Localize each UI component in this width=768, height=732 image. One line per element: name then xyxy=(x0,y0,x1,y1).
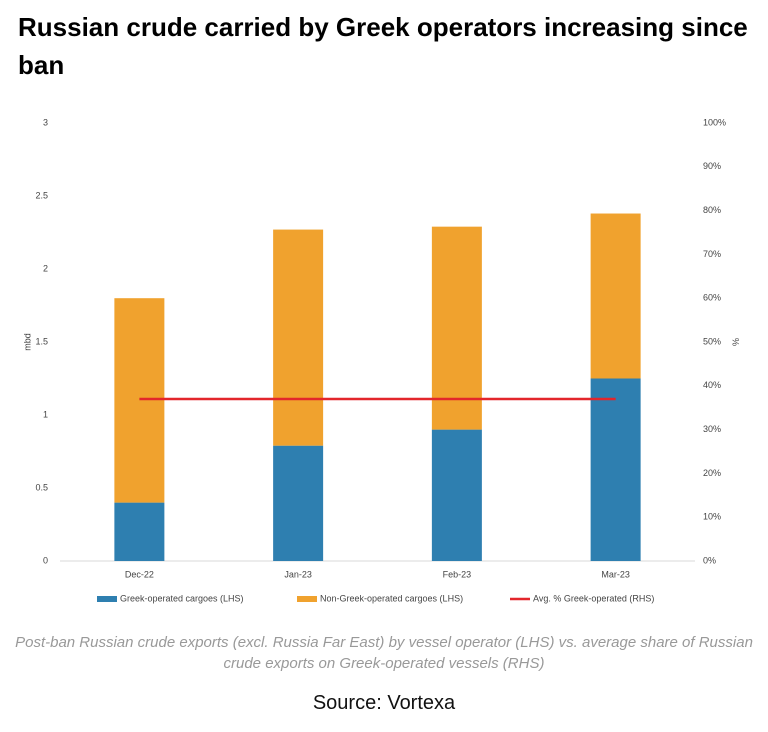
y2-tick-label: 60% xyxy=(703,293,721,303)
x-tick-label: Feb-23 xyxy=(443,569,472,579)
y2-axis-label: % xyxy=(731,338,741,346)
bar-segment xyxy=(273,229,324,446)
y-tick-label: 0.5 xyxy=(35,482,48,492)
x-tick-label: Jan-23 xyxy=(284,569,312,579)
y-tick-label: 0 xyxy=(43,555,48,565)
caption: Post-ban Russian crude exports (excl. Ru… xyxy=(15,634,753,672)
y2-tick-label: 80% xyxy=(703,205,721,215)
x-tick-label: Dec-22 xyxy=(125,569,154,579)
y-tick-label: 3 xyxy=(43,117,48,127)
y2-tick-label: 0% xyxy=(703,555,716,565)
legend-swatch xyxy=(297,596,317,602)
legend-label: Avg. % Greek-operated (RHS) xyxy=(533,593,654,603)
bar-segment xyxy=(114,502,165,561)
y-tick-label: 1.5 xyxy=(35,336,48,346)
y2-tick-label: 10% xyxy=(703,512,721,522)
bar-segment xyxy=(431,226,482,430)
y2-tick-label: 20% xyxy=(703,468,721,478)
y2-tick-label: 40% xyxy=(703,380,721,390)
legend-label: Non-Greek-operated cargoes (LHS) xyxy=(320,593,463,603)
y2-tick-label: 70% xyxy=(703,249,721,259)
legend-swatch xyxy=(97,596,117,602)
bar-segment xyxy=(273,445,324,561)
y2-tick-label: 100% xyxy=(703,117,726,127)
bar-segment xyxy=(431,429,482,561)
chart-title: Russian crude carried by Greek operators… xyxy=(18,12,748,80)
y-tick-label: 1 xyxy=(43,409,48,419)
source: Source: Vortexa xyxy=(312,692,456,714)
chart: 00.511.522.530%10%20%30%40%50%60%70%80%9… xyxy=(22,117,741,603)
y-tick-label: 2 xyxy=(43,263,48,273)
y-axis-label: mbd xyxy=(22,333,32,351)
y2-tick-label: 50% xyxy=(703,336,721,346)
y2-tick-label: 90% xyxy=(703,161,721,171)
legend-label: Greek-operated cargoes (LHS) xyxy=(120,593,244,603)
y2-tick-label: 30% xyxy=(703,424,721,434)
y-tick-label: 2.5 xyxy=(35,190,48,200)
bar-segment xyxy=(590,378,641,561)
bar-segment xyxy=(114,298,165,503)
bar-segment xyxy=(590,213,641,379)
x-tick-label: Mar-23 xyxy=(601,569,630,579)
